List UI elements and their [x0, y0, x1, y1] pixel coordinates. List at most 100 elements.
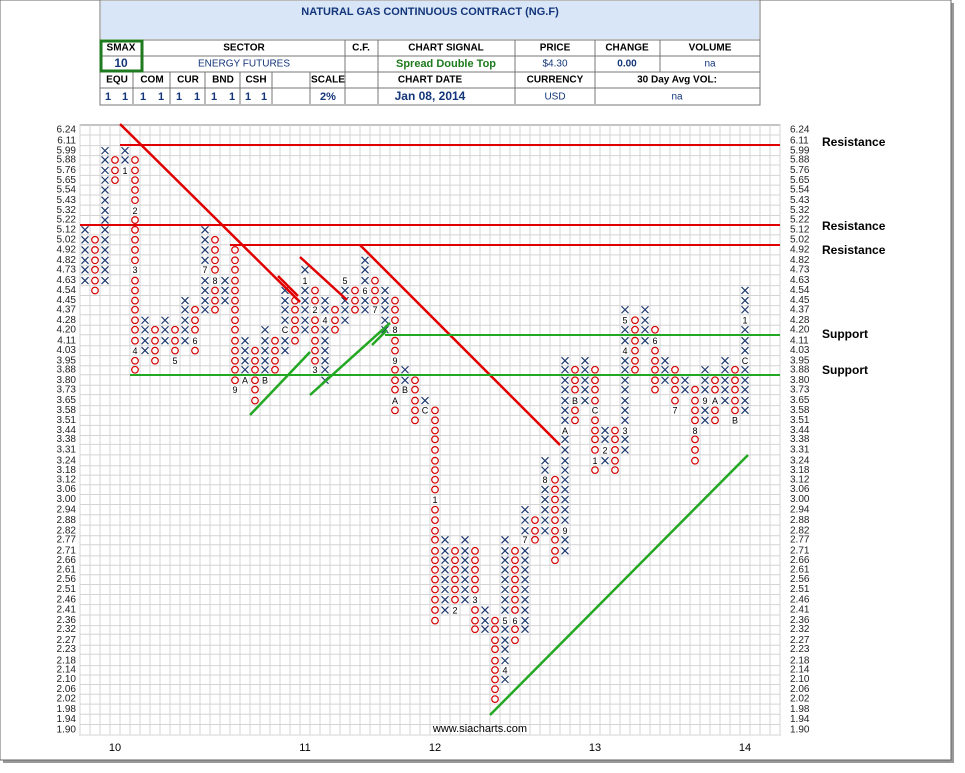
annotation: Resistance	[822, 243, 886, 257]
month-marker: 1	[592, 456, 597, 466]
o-box	[551, 526, 559, 535]
o-box	[251, 346, 259, 355]
x-box	[741, 376, 749, 385]
y-tick-label: 3.00	[57, 494, 77, 505]
header-label: SMAX	[107, 43, 136, 54]
x-box	[241, 365, 249, 374]
month-marker: C	[592, 406, 599, 416]
x-box	[101, 276, 109, 285]
o-box	[631, 336, 639, 345]
o-box	[391, 296, 399, 305]
o-box	[551, 495, 559, 504]
x-box	[561, 456, 569, 465]
o-column: 5	[171, 325, 179, 366]
y-tick-label: 2.66	[57, 555, 77, 566]
trend-lines	[249, 322, 749, 716]
header-value: 10	[114, 56, 128, 70]
o-box	[491, 656, 499, 665]
x-box	[721, 376, 729, 385]
x-box	[481, 606, 489, 614]
x-box	[101, 265, 109, 274]
month-marker: 6	[652, 336, 657, 346]
x-box	[621, 396, 629, 405]
y-tick-label: 3.58	[57, 405, 77, 416]
o-box	[731, 376, 739, 385]
y-tick-label: 4.11	[57, 335, 76, 346]
y-tick-label: 5.99	[790, 145, 810, 156]
o-box	[431, 475, 439, 484]
o-column: 6	[511, 546, 519, 645]
o-box	[231, 286, 239, 295]
x-box	[221, 276, 229, 285]
x-box	[521, 575, 529, 584]
o-box	[411, 416, 419, 425]
o-box	[651, 376, 659, 385]
o-box	[131, 156, 139, 164]
x-column	[221, 276, 229, 305]
level-lines	[80, 144, 780, 376]
y-tick-label: 5.22	[790, 215, 810, 226]
month-marker: 1	[742, 316, 747, 326]
o-box	[171, 325, 179, 334]
y-tick-label: 3.38	[790, 434, 810, 445]
o-column	[271, 336, 279, 374]
x-box	[461, 595, 469, 604]
x-box	[441, 606, 449, 614]
o-box	[511, 636, 519, 645]
x-box	[441, 575, 449, 584]
o-box	[131, 365, 139, 374]
x-box	[201, 256, 209, 265]
x-box	[201, 245, 209, 254]
o-box	[211, 256, 219, 265]
o-box	[711, 406, 719, 415]
x-column: C	[281, 286, 289, 355]
o-box	[131, 316, 139, 325]
x-box	[501, 675, 509, 684]
x-box	[741, 346, 749, 355]
x-box	[541, 526, 549, 535]
o-box	[611, 466, 619, 475]
y-tick-label: 5.99	[57, 145, 77, 156]
o-box	[491, 666, 499, 674]
x-box	[521, 546, 529, 555]
o-box	[711, 376, 719, 385]
month-marker: 5	[502, 616, 507, 626]
x-column: 1	[301, 265, 309, 334]
o-box	[431, 456, 439, 465]
o-box	[311, 316, 319, 325]
x-column: 6	[361, 256, 369, 314]
o-box	[231, 376, 239, 385]
header	[99, 0, 761, 106]
y-tick-label: 2.94	[790, 504, 810, 515]
x-box	[81, 276, 89, 285]
x-box	[501, 595, 509, 604]
o-box	[351, 296, 359, 305]
x-box	[461, 535, 469, 544]
o-box	[451, 595, 459, 604]
y-tick-label: 3.73	[57, 384, 77, 395]
x-box	[381, 305, 389, 314]
x-box	[361, 305, 369, 314]
x-box	[161, 325, 169, 334]
y-tick-label: 3.18	[57, 465, 77, 476]
o-box	[311, 325, 319, 334]
o-box	[471, 565, 479, 574]
x-box	[701, 376, 709, 385]
o-column: 2 3 4	[131, 156, 139, 374]
x-box	[321, 336, 329, 345]
x-box	[501, 585, 509, 594]
x-box	[361, 296, 369, 305]
x-column: B	[401, 365, 409, 395]
x-tick-label: 12	[429, 742, 441, 754]
x-column: 5	[341, 276, 349, 325]
month-marker: A	[242, 376, 248, 386]
o-box	[411, 385, 419, 394]
o-box	[471, 575, 479, 584]
y-tick-label: 5.12	[57, 224, 77, 235]
o-box	[131, 286, 139, 295]
y-tick-label: 3.80	[790, 375, 810, 386]
o-box	[551, 485, 559, 494]
o-box	[311, 346, 319, 355]
x-box	[541, 516, 549, 525]
o-box	[631, 365, 639, 374]
